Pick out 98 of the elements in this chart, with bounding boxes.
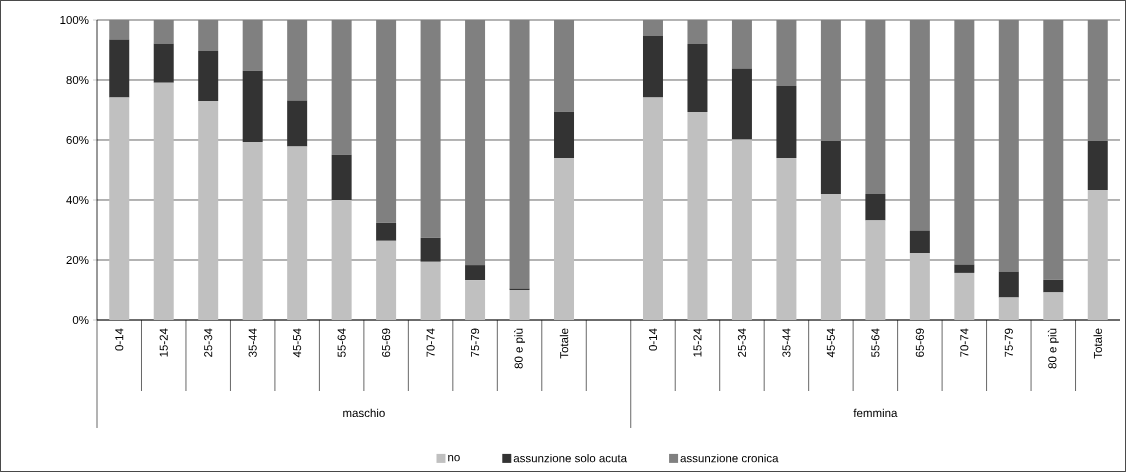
bar — [153, 43, 174, 83]
bar — [998, 20, 1019, 272]
x-tick-label: 55-64 — [871, 328, 880, 357]
y-tick-label: 40% — [66, 195, 89, 205]
bar — [909, 230, 930, 254]
bar — [376, 240, 397, 320]
bar — [1043, 279, 1064, 293]
bar — [687, 44, 708, 113]
bar — [376, 222, 397, 241]
bar — [509, 290, 530, 320]
bar — [287, 146, 308, 320]
x-tick-label: 80 e più — [1047, 328, 1059, 369]
bar — [109, 97, 130, 320]
bar — [1043, 20, 1064, 280]
bar — [820, 194, 841, 320]
bar — [331, 200, 352, 320]
bar — [1043, 292, 1064, 320]
x-tick-label: 0-14 — [115, 328, 124, 351]
bar — [1087, 20, 1108, 141]
bar — [198, 101, 219, 320]
bar — [1087, 190, 1108, 320]
x-tick-label: 15-24 — [693, 328, 702, 357]
bar — [820, 20, 841, 141]
bar — [331, 154, 352, 200]
x-tick-label: 35-44 — [248, 328, 257, 358]
legend-label: assunzione cronica — [680, 453, 779, 463]
legend-label: no — [448, 454, 460, 462]
bar — [242, 142, 263, 320]
x-tick-label: 65-69 — [915, 328, 924, 357]
bar — [420, 261, 441, 320]
bar — [242, 20, 263, 71]
bar — [909, 253, 930, 320]
bar — [420, 237, 441, 262]
x-tick-label: 55-64 — [337, 328, 346, 357]
x-tick-label: 45-54 — [826, 328, 835, 358]
bar — [642, 35, 663, 98]
text: femmina — [853, 408, 898, 418]
bar — [554, 20, 575, 112]
bar — [109, 20, 130, 40]
x-tick-label: 70-74 — [426, 328, 435, 357]
bar — [731, 139, 752, 320]
bar — [687, 112, 708, 320]
bar — [998, 271, 1019, 298]
bar — [376, 20, 397, 223]
bar — [465, 280, 486, 320]
bar — [153, 20, 174, 44]
bar — [642, 20, 663, 36]
legend-label: assunzione solo acuta — [513, 453, 628, 463]
bar — [287, 20, 308, 101]
y-tick-label: 0% — [72, 315, 89, 325]
bar — [731, 68, 752, 140]
bar — [242, 70, 263, 143]
bar — [465, 265, 486, 281]
x-tick-label: 0-14 — [648, 328, 658, 351]
bar — [465, 20, 486, 266]
bar — [776, 20, 797, 86]
bar — [1087, 140, 1108, 191]
bar — [731, 20, 752, 69]
bar — [820, 140, 841, 194]
x-tick-label: Totale — [1093, 328, 1102, 359]
x-tick-label: 70-74 — [960, 328, 969, 357]
bar — [687, 20, 708, 44]
bar — [865, 20, 886, 194]
bar — [198, 50, 219, 101]
x-tick-label: 15-24 — [159, 328, 168, 357]
bar — [909, 20, 930, 231]
bar — [954, 264, 975, 273]
bar — [954, 272, 975, 320]
x-tick-label: 75-79 — [1004, 328, 1013, 357]
x-tick-label: 35-44 — [782, 328, 791, 358]
bar — [509, 20, 530, 289]
x-tick-label: Totale — [559, 328, 569, 359]
y-tick-label: 20% — [66, 255, 89, 265]
bar — [198, 20, 219, 51]
y-tick-label: 100% — [60, 15, 89, 25]
bar — [776, 158, 797, 320]
bar — [776, 86, 797, 158]
x-tick-label: 25-34 — [204, 328, 213, 357]
bar — [153, 82, 174, 320]
y-tick-label: 80% — [66, 75, 89, 85]
bar — [554, 111, 575, 158]
bar — [331, 20, 352, 155]
bar — [642, 97, 663, 320]
y-tick-label: 60% — [66, 135, 89, 145]
bar — [287, 100, 308, 147]
bar — [554, 158, 575, 320]
text: maschio — [343, 408, 385, 418]
bar — [865, 220, 886, 320]
bar — [954, 20, 975, 265]
x-tick-label: 65-69 — [382, 328, 391, 357]
x-tick-label: 80 e più — [514, 328, 525, 369]
bar — [998, 297, 1019, 320]
x-tick-label: 25-34 — [737, 328, 747, 357]
x-tick-label: 75-79 — [471, 328, 480, 357]
x-tick-label: 45-54 — [293, 328, 302, 358]
bar — [420, 20, 441, 238]
bar — [109, 39, 130, 98]
bar — [865, 194, 886, 221]
